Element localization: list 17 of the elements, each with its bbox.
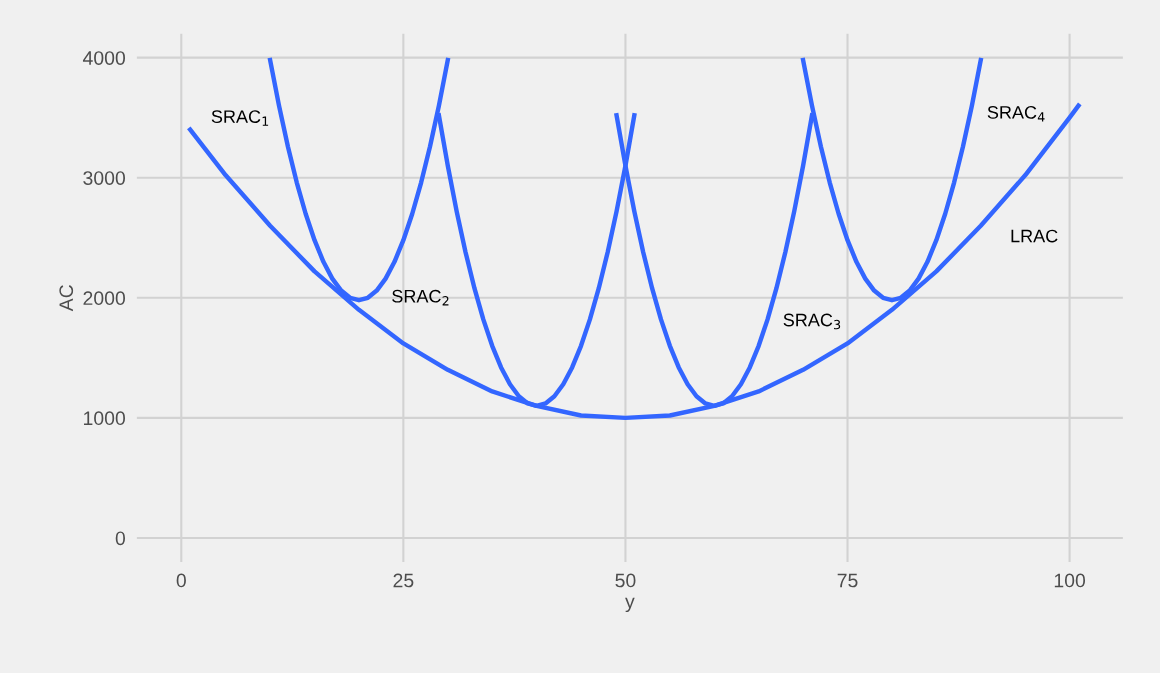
annotation: SRAC$_{2}$ [392,289,449,306]
y-tick-label: 4000 [82,51,126,65]
x-tick-label: 75 [837,573,858,588]
annotation: SRAC$_{1}$ [211,110,269,126]
annotation: SRAC$_{3}$ [783,313,841,330]
y-tick-label: 2000 [83,291,126,306]
y-axis-title: AC [59,285,74,312]
annotation: LRAC [1011,229,1058,243]
x-tick-label: 25 [393,573,414,588]
x-tick-label: 0 [176,573,186,588]
x-axis-title: y [625,597,635,613]
x-tick-label: 50 [615,573,636,588]
x-tick-label: 100 [1054,573,1086,588]
annotation: SRAC$_{4}$ [987,105,1045,122]
y-tick-label: 3000 [83,171,126,185]
y-tick-label: 0 [115,531,126,546]
y-tick-label: 1000 [84,411,126,426]
